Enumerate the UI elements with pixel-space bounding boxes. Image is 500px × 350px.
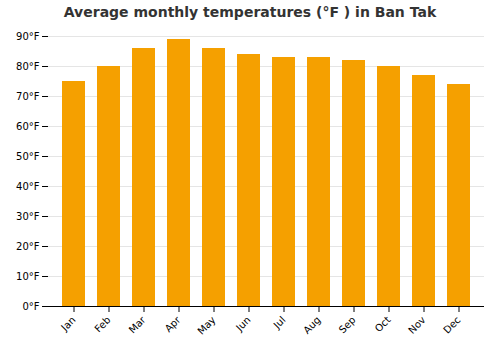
svg-text:Jul: Jul bbox=[271, 314, 288, 331]
svg-text:10°F: 10°F bbox=[16, 271, 40, 282]
svg-text:0°F: 0°F bbox=[22, 301, 39, 312]
svg-text:Aug: Aug bbox=[301, 314, 323, 336]
svg-text:90°F: 90°F bbox=[16, 31, 40, 42]
svg-text:50°F: 50°F bbox=[16, 151, 40, 162]
html-text:Average monthly temperatures (: Average monthly temperatures (°F ) in Ba… bbox=[63, 4, 437, 20]
svg-text:Jun: Jun bbox=[233, 314, 253, 334]
svg-text:Feb: Feb bbox=[92, 314, 112, 334]
svg-text:70°F: 70°F bbox=[16, 91, 40, 102]
svg-text:Oct: Oct bbox=[373, 314, 393, 334]
svg-text:Sep: Sep bbox=[337, 314, 358, 335]
svg-text:40°F: 40°F bbox=[16, 181, 40, 192]
svg-text:Apr: Apr bbox=[163, 314, 184, 335]
svg-text:Jan: Jan bbox=[58, 314, 77, 333]
svg-text:May: May bbox=[195, 314, 217, 336]
svg-text:Nov: Nov bbox=[406, 314, 428, 336]
svg-text:60°F: 60°F bbox=[16, 121, 40, 132]
svg-text:20°F: 20°F bbox=[16, 241, 40, 252]
svg-text:30°F: 30°F bbox=[16, 211, 40, 222]
svg-text:80°F: 80°F bbox=[16, 61, 40, 72]
svg-text:Dec: Dec bbox=[441, 314, 462, 335]
svg-text:Mar: Mar bbox=[127, 314, 149, 336]
